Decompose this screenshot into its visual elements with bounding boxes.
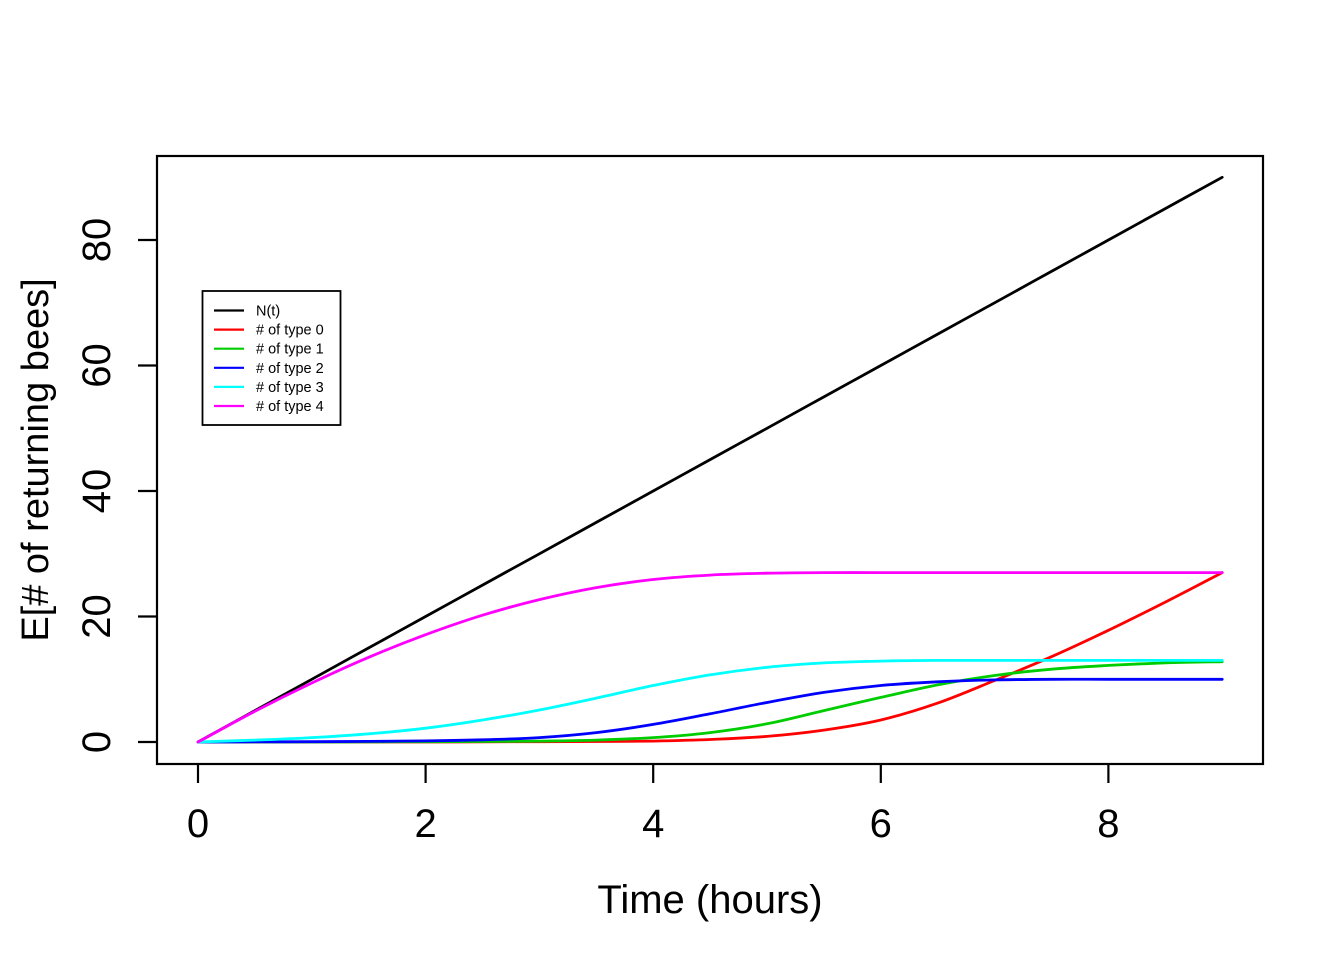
x-tick-label: 0 [187,802,209,846]
x-tick-label: 4 [642,802,664,846]
legend-label-0: N(t) [256,304,280,320]
y-axis: 0 20 40 60 80 [75,218,157,753]
y-tick-label: 40 [75,469,119,514]
x-tick-label: 8 [1097,802,1119,846]
series-line-5 [196,571,1224,744]
y-tick-label: 60 [75,343,119,388]
y-axis-title: E[# of returning bees] [15,278,57,641]
y-tick-label: 20 [75,594,119,639]
x-axis: 0 2 4 6 8 [187,764,1120,846]
x-axis-title: Time (hours) [597,878,822,922]
y-tick-label: 0 [75,731,119,753]
legend-label-2: # of type 1 [256,342,324,358]
plot-box [155,154,1265,766]
legend-rows: N(t) # of type 0 # of type 1 # of type 2 # o… [214,304,324,415]
series-line-4 [196,658,1224,744]
y-tick-label: 80 [75,218,119,263]
series-line-3 [196,677,1224,744]
legend: N(t) # of type 0 # of type 1 # of type 2 # o… [201,290,342,426]
legend-label-5: # of type 4 [256,399,324,415]
x-tick-label: 6 [870,802,892,846]
x-tick-label: 2 [414,802,436,846]
legend-label-4: # of type 3 [256,380,324,396]
series-line-0 [196,175,1224,744]
legend-label-1: # of type 0 [256,323,324,339]
legend-label-3: # of type 2 [256,361,324,377]
legend-box [201,290,342,426]
series-lines [196,175,1224,744]
